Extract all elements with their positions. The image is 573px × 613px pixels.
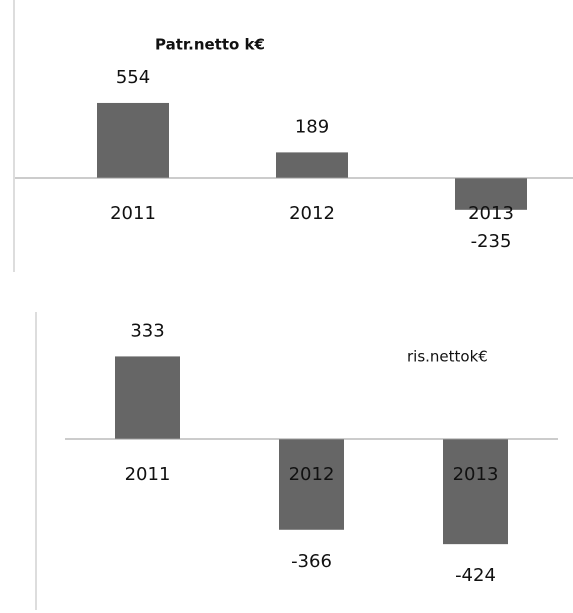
value-label: 554 <box>116 67 150 88</box>
value-label: -366 <box>291 551 332 572</box>
chart-title: Patr.netto k€ <box>155 36 265 54</box>
value-label: -424 <box>455 565 496 586</box>
value-label: 189 <box>295 116 329 137</box>
bar <box>279 439 344 530</box>
x-tick-label: 2013 <box>468 203 514 224</box>
x-tick-label: 2013 <box>453 464 499 485</box>
bar <box>276 152 348 178</box>
bar <box>443 439 508 545</box>
bar <box>97 102 169 178</box>
x-tick-label: 2012 <box>289 464 335 485</box>
x-tick-label: 2011 <box>125 464 171 485</box>
bar <box>455 177 527 210</box>
x-tick-label: 2011 <box>110 203 156 224</box>
value-label: 333 <box>130 320 164 341</box>
value-label: -235 <box>471 231 512 252</box>
bar <box>115 356 180 439</box>
chart-title: ris.nettok€ <box>407 348 488 366</box>
x-tick-label: 2012 <box>289 203 335 224</box>
